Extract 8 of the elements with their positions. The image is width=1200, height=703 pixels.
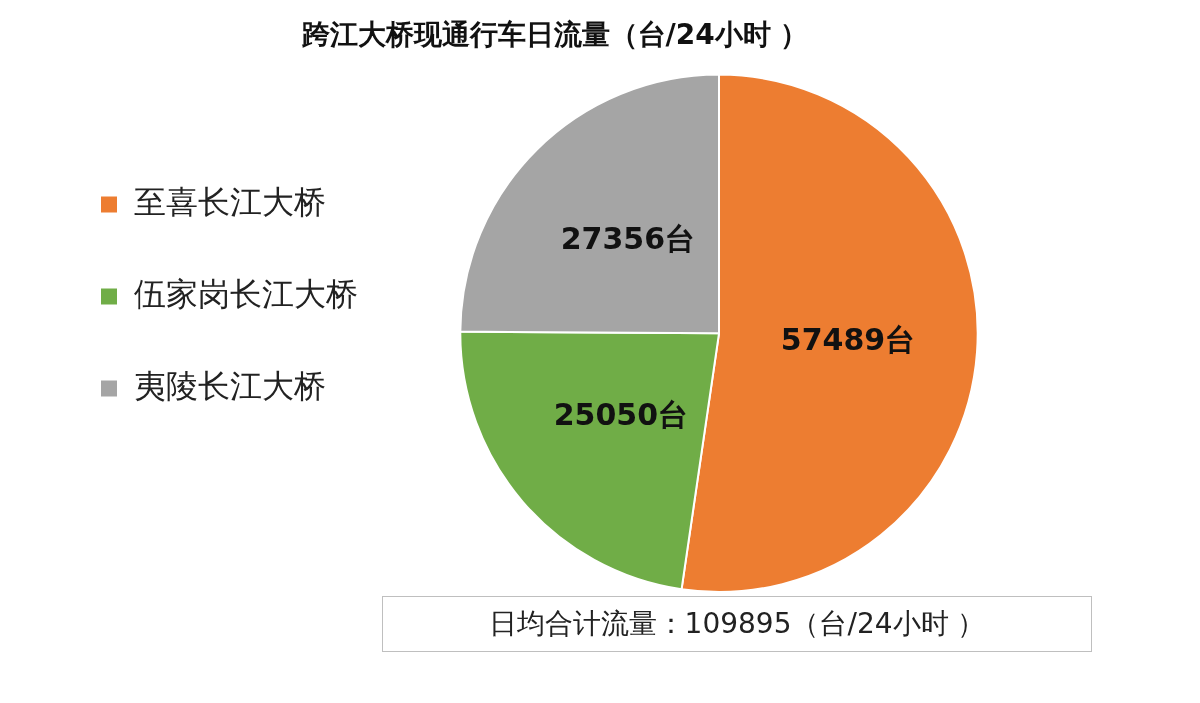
data-label: 25050台 [553, 397, 689, 433]
text: 日均合计流量：109895（台/24小时 ） [382, 596, 1092, 652]
legend-label: 伍家岗长江大桥 [134, 274, 358, 313]
data-label: 57489台 [780, 322, 916, 358]
data-label: 27356台 [560, 221, 696, 257]
legend-label: 夷陵长江大桥 [134, 366, 326, 405]
legend-label: 至喜长江大桥 [134, 182, 326, 221]
chart-title: 跨江大桥现通行车日流量（台/24小时 ） [300, 18, 809, 52]
